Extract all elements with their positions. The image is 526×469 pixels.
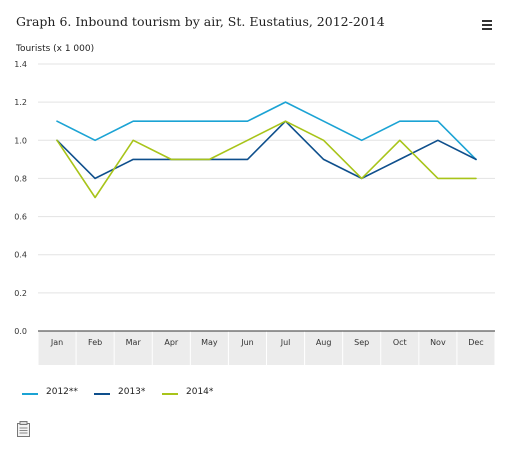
x-tick-label: Mar [126, 338, 142, 347]
series-line-2014[interactable] [56, 120, 477, 199]
x-tick-label: Feb [88, 338, 102, 347]
legend-label: 2012** [46, 387, 78, 397]
document-save-icon[interactable] [17, 421, 30, 437]
legend-swatch [162, 393, 178, 395]
x-tick-label: Sep [354, 338, 369, 347]
y-tick-label: 1.0 [14, 136, 27, 145]
y-tick-label: 0.4 [14, 251, 27, 260]
legend-label: 2013* [118, 387, 146, 397]
y-tick-label: 0.8 [14, 174, 27, 183]
x-tick-label: Jan [50, 338, 63, 347]
x-tick-label: Nov [430, 338, 446, 347]
x-tick-label: Apr [164, 338, 179, 347]
y-tick-label: 0.2 [14, 289, 27, 298]
x-tick-label: Jul [280, 338, 291, 347]
x-tick-label: Jun [240, 338, 254, 347]
legend-label: 2014* [186, 387, 214, 397]
legend-swatch [94, 393, 110, 395]
x-tick-label: Dec [468, 338, 483, 347]
y-tick-label: 1.4 [14, 60, 27, 69]
hamburger-menu-icon[interactable] [480, 19, 494, 31]
series-line-2013[interactable] [56, 120, 477, 180]
x-tick-label: Aug [316, 338, 332, 347]
y-tick-label: 0.6 [14, 213, 27, 222]
y-tick-label: 0.0 [14, 327, 27, 336]
chart-title: Graph 6. Inbound tourism by air, St. Eus… [16, 14, 385, 29]
line-chart: 0.0 0.2 0.4 0.6 0.8 1.0 1.2 1.4 Jan Feb Mar Apr May… [14, 60, 496, 365]
x-tick-label: Oct [393, 338, 407, 347]
legend-swatch [22, 393, 38, 395]
series-line-2012[interactable] [56, 101, 477, 161]
y-axis-label: Tourists (x 1 000) [16, 44, 95, 54]
x-tick-label: May [201, 338, 218, 347]
y-tick-label: 1.2 [14, 98, 27, 107]
